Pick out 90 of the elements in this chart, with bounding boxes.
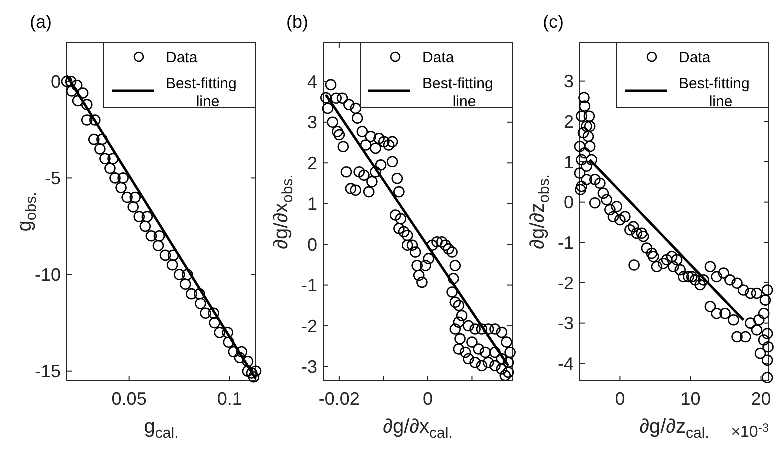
legend-label: Data xyxy=(679,49,712,66)
point xyxy=(134,211,146,222)
point xyxy=(234,352,246,364)
y-tick-label: -15 xyxy=(34,362,61,382)
point xyxy=(166,259,178,271)
x-tick-label: 0.1 xyxy=(217,389,242,409)
chart-title: (c) xyxy=(543,12,564,32)
point xyxy=(195,298,206,310)
point xyxy=(160,250,172,262)
y-tick-label: -5 xyxy=(44,168,61,188)
text: ×10$^{-3}$ xyxy=(731,420,770,441)
y-tick-label: 1 xyxy=(564,152,574,172)
y-tick-label: 1 xyxy=(307,194,318,214)
point xyxy=(118,172,129,184)
point xyxy=(248,371,260,383)
x-tick-label: 0 xyxy=(422,389,433,409)
point xyxy=(104,162,116,174)
point xyxy=(222,327,234,338)
point xyxy=(130,192,142,204)
point xyxy=(77,88,89,99)
legend-label: Data xyxy=(422,49,455,66)
x-tick-label: -0.02 xyxy=(318,389,360,409)
point xyxy=(81,99,93,110)
y-tick-label: 3 xyxy=(564,72,574,92)
point xyxy=(246,368,258,379)
y-tick-label: 0 xyxy=(50,72,61,92)
point xyxy=(200,308,212,320)
x-axis-title: g$_{cal.}$ xyxy=(144,416,179,442)
y-tick-label: -10 xyxy=(34,265,61,286)
legend-label: Best-fitting line xyxy=(166,75,237,110)
legend-label: Best-fitting line xyxy=(422,75,494,110)
point xyxy=(72,95,84,107)
point xyxy=(81,114,93,126)
point xyxy=(194,288,206,300)
point xyxy=(88,134,100,146)
y-tick-label: 4 xyxy=(307,72,318,92)
x-axis-title: ∂g/∂x$_{cal.}$ xyxy=(383,416,453,442)
point xyxy=(146,230,158,242)
x-tick-label: 10 xyxy=(680,389,701,409)
point xyxy=(94,144,106,155)
point xyxy=(128,202,139,213)
point xyxy=(110,172,121,184)
point xyxy=(250,366,262,377)
point xyxy=(154,230,166,242)
point xyxy=(214,327,226,338)
x-axis-title: ∂g/∂z$_{cal.}$ xyxy=(640,416,710,442)
chart-title: (a) xyxy=(30,12,52,32)
point xyxy=(242,356,254,368)
point xyxy=(152,240,164,252)
point xyxy=(180,278,192,290)
y-tick-label: 0 xyxy=(564,192,574,213)
point xyxy=(223,336,235,348)
point xyxy=(182,269,194,280)
point xyxy=(71,80,83,92)
point xyxy=(168,250,180,262)
point xyxy=(142,211,154,222)
point xyxy=(140,220,152,232)
point xyxy=(228,346,240,358)
point xyxy=(122,192,133,204)
x-tick-label: 20 xyxy=(751,389,772,409)
point xyxy=(208,308,220,320)
point xyxy=(242,366,254,377)
y-tick-label: 3 xyxy=(307,112,318,133)
point xyxy=(96,134,108,146)
y-tick-label: -4 xyxy=(558,354,574,374)
x-tick-label: 0.05 xyxy=(112,389,147,409)
point xyxy=(66,86,78,97)
point xyxy=(186,288,198,300)
point xyxy=(90,114,101,126)
point xyxy=(209,317,220,329)
y-tick-label: -2 xyxy=(301,316,318,336)
point xyxy=(100,153,111,165)
point xyxy=(61,76,73,88)
y-tick-label: 2 xyxy=(307,153,318,174)
point xyxy=(65,76,77,88)
point xyxy=(116,182,127,194)
y-tick-label: 0 xyxy=(307,234,318,255)
point xyxy=(174,269,186,280)
y-tick-label: -1 xyxy=(558,232,574,253)
point xyxy=(236,346,248,358)
y-tick-label: 2 xyxy=(564,112,574,132)
y-tick-label: -2 xyxy=(558,273,574,294)
point xyxy=(108,153,119,165)
y-tick-label: -3 xyxy=(301,357,318,378)
legend-label: Best-fitting line xyxy=(679,75,750,110)
y-tick-label: -1 xyxy=(301,276,318,296)
x-tick-label: 0 xyxy=(615,389,626,409)
chart-title: (b) xyxy=(286,12,308,32)
y-tick-label: -3 xyxy=(558,314,574,334)
legend-label: Data xyxy=(166,49,198,66)
